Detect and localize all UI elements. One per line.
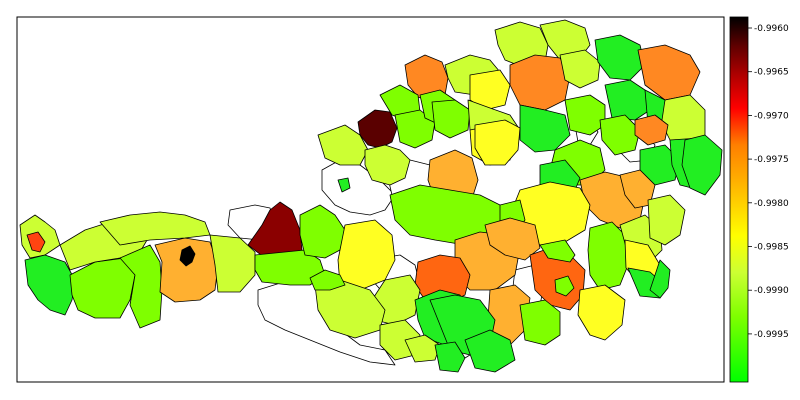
region-tyrol-innsbruck-land — [119, 244, 163, 329]
region-stpoelten — [474, 119, 521, 166]
colorbar-ticks: -0.9960 -0.9965 -0.9970 -0.9975 -0.9980 -0.99… — [748, 24, 789, 340]
colorbar-tick-label: -0.9975 — [754, 155, 789, 165]
region-moedling-orange — [634, 114, 669, 146]
region-tyrol-schwaz — [154, 237, 219, 303]
region-vorarlberg-south — [24, 254, 76, 316]
region-linz-land — [431, 99, 471, 139]
colorbar: -0.9960 -0.9965 -0.9970 -0.9975 -0.9980 -0.99… — [729, 16, 789, 383]
region-stveit — [464, 329, 516, 373]
region-urfahr — [469, 69, 511, 111]
colorbar-tick-label: -0.9960 — [754, 24, 789, 34]
region-burgenland-north — [681, 134, 723, 196]
region-tyrol-kufstein — [99, 211, 211, 246]
region-south-styria — [539, 239, 576, 263]
region-voelkermarkt — [434, 341, 466, 373]
region-graz-city — [554, 275, 575, 297]
region-burgenland-mid — [649, 259, 671, 299]
region-weiz — [587, 221, 629, 291]
region-hermagor — [309, 269, 346, 291]
colorbar-tick-label: -0.9990 — [754, 286, 789, 296]
district-regions — [19, 19, 723, 373]
region-voitsberg — [519, 299, 561, 346]
region-zwettl — [509, 54, 571, 111]
region-braunau-maroon — [357, 109, 398, 149]
colorbar-tick-label: -0.9995 — [754, 330, 789, 340]
colorbar-tick-label: -0.9985 — [754, 243, 789, 253]
region-innsbruck-city — [179, 245, 196, 267]
region-vorarlberg-red — [26, 231, 46, 253]
region-radkersburg — [647, 194, 686, 246]
region-tyrol-kitzbuehel — [209, 234, 256, 293]
region-horn — [559, 49, 601, 89]
region-hollabrunn — [594, 34, 646, 81]
region-lilienfeld — [599, 114, 641, 156]
region-voecklabruck — [364, 144, 411, 186]
region-gmunden — [394, 109, 436, 149]
region-leibnitz — [577, 284, 626, 341]
region-eisenstadt-small — [337, 177, 351, 193]
colorbar-gradient — [729, 16, 749, 383]
colorbar-tick-label: -0.9980 — [754, 199, 789, 209]
region-krems — [564, 94, 606, 136]
colorbar-tick-label: -0.9970 — [754, 111, 789, 121]
colorbar-tick-label: -0.9965 — [754, 68, 789, 78]
region-mistelbach — [637, 44, 701, 101]
region-grieskirchen — [317, 124, 369, 166]
region-melk — [519, 104, 571, 153]
